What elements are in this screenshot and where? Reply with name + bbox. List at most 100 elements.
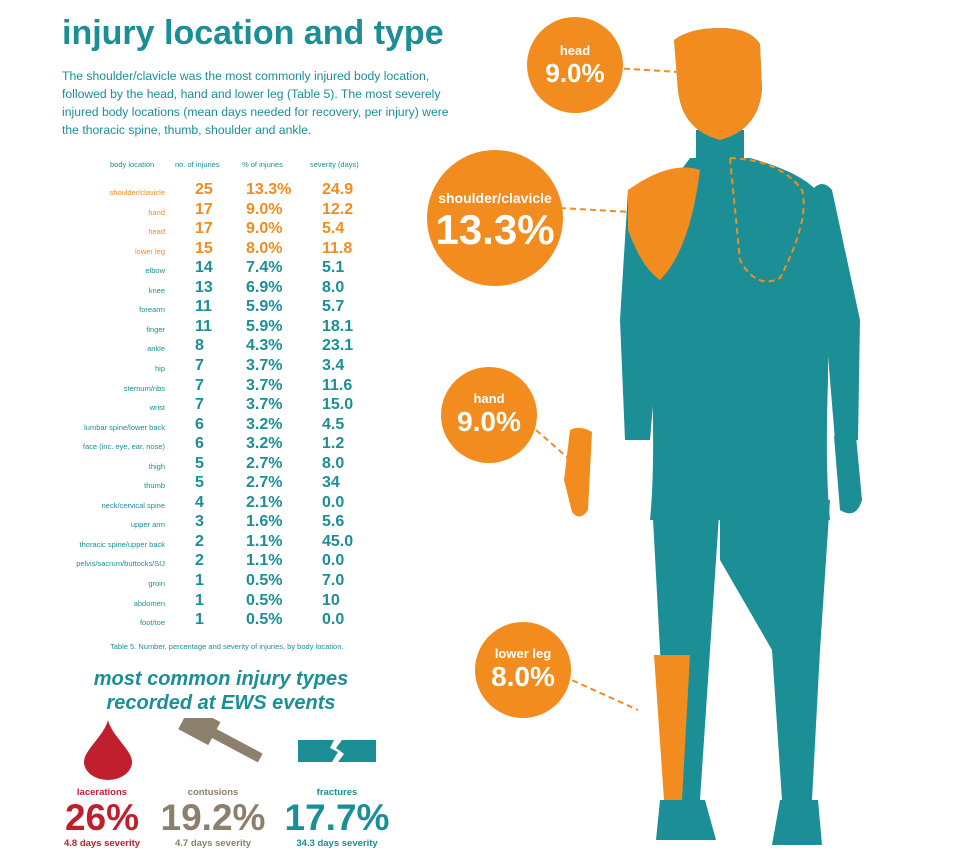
bubble-shoulder-label: shoulder/clavicle (438, 190, 552, 206)
table-cell-location: hip (154, 363, 165, 373)
table-cell-location: sternum/ribs (123, 383, 165, 393)
table-row: neck/cervical spine 4 2.1% 0.0 (0, 494, 480, 514)
table-cell-severity: 0.0 (322, 493, 345, 511)
bubble-lower-leg-label: lower leg (494, 646, 552, 661)
table-cell-count: 1 (195, 611, 204, 629)
table-cell-count: 25 (195, 181, 213, 198)
table-row: pelvis/sacrum/buttocks/SIJ 2 1.1% 0.0 (0, 552, 480, 572)
body-silhouette (535, 28, 862, 845)
table-cell-severity: 8.0 (322, 278, 345, 296)
table-cell-percent: 3.7% (246, 376, 283, 394)
table-cell-percent: 0.5% (246, 611, 283, 629)
table-cell-severity: 7.0 (322, 572, 345, 589)
table-cell-location: ankle (147, 344, 165, 354)
table-cell-percent: 9.0% (246, 200, 283, 218)
table-row: shoulder/clavicle 25 13.3% 24.9 (0, 181, 480, 201)
table-cell-severity: 0.0 (322, 552, 345, 570)
table-cell-location: head (148, 227, 165, 237)
table-cell-location: abdomen (133, 598, 165, 608)
table-row: upper arm 3 1.6% 5.6 (0, 513, 480, 533)
bubble-shoulder: shoulder/clavicle 13.3% (427, 150, 563, 286)
table-cell-count: 17 (195, 200, 213, 218)
table-row: thigh 5 2.7% 8.0 (0, 455, 480, 475)
table-cell-count: 2 (195, 532, 204, 550)
table-cell-severity: 34 (322, 474, 340, 492)
table-cell-severity: 15.0 (322, 396, 354, 414)
table-cell-severity: 12.2 (322, 200, 354, 218)
table-row: ankle 8 4.3% 23.1 (0, 337, 480, 357)
table-cell-percent: 2.7% (246, 474, 283, 492)
table-cell-location: face (inc. eye, ear, nose) (82, 442, 165, 452)
table-cell-severity: 23.1 (322, 337, 354, 355)
table-cell-severity: 3.4 (322, 356, 345, 374)
table-cell-severity: 8.0 (322, 454, 345, 472)
header-pct-injuries: % of injuries (242, 160, 283, 169)
table-row: wrist 7 3.7% 15.0 (0, 396, 480, 416)
type-fractures-label: fractures (316, 787, 358, 798)
table-row: sternum/ribs 7 3.7% 11.6 (0, 377, 480, 397)
table-row: forearm 11 5.9% 5.7 (0, 298, 480, 318)
table-row: knee 13 6.9% 8.0 (0, 279, 480, 299)
type-fractures-pct: 17.7% (284, 797, 390, 838)
table-row: head 17 9.0% 5.4 (0, 220, 480, 240)
table-cell-percent: 3.2% (246, 435, 283, 453)
type-contusions-pct: 19.2% (160, 797, 266, 838)
table-cell-count: 3 (195, 513, 204, 531)
table-cell-location: finger (146, 324, 165, 334)
type-lacerations-pct: 26% (64, 797, 140, 838)
table-cell-severity: 5.6 (322, 513, 345, 531)
table-row: face (inc. eye, ear, nose) 6 3.2% 1.2 (0, 435, 480, 455)
header-no-injuries: no. of injuries (175, 160, 220, 169)
bubble-head-label: head (559, 43, 591, 58)
table-cell-percent: 9.0% (246, 220, 283, 238)
table-row: thoracic spine/upper back 2 1.1% 45.0 (0, 533, 480, 553)
type-lacerations: lacerations 26% 4.8 days severity (37, 787, 167, 849)
table-cell-location: hand (148, 207, 165, 217)
table-cell-location: upper arm (130, 520, 165, 530)
injury-types-heading: most common injury types recorded at EWS… (62, 667, 380, 715)
table-cell-location: pelvis/sacrum/buttocks/SIJ (76, 559, 165, 569)
type-contusions-label: contusions (187, 787, 239, 798)
table-cell-severity: 5.1 (322, 259, 345, 277)
table-row: groin 1 0.5% 7.0 (0, 572, 480, 592)
table-cell-count: 4 (195, 493, 204, 511)
type-contusions-severity: 4.7 days severity (174, 838, 252, 849)
type-contusions: contusions 19.2% 4.7 days severity (148, 787, 278, 849)
table-cell-percent: 7.4% (246, 259, 283, 277)
table-cell-count: 11 (195, 298, 212, 316)
type-fractures-severity: 34.3 days severity (296, 838, 378, 849)
blood-drop-icon (84, 720, 132, 780)
bubble-head: head 9.0% (527, 17, 623, 113)
table-cell-percent: 3.7% (246, 356, 283, 374)
table-cell-count: 17 (195, 220, 213, 238)
injury-types-heading-line2: recorded at EWS events (106, 692, 336, 714)
table-cell-location: foot/toe (139, 618, 165, 628)
table-cell-severity: 24.9 (322, 181, 354, 198)
table-cell-severity: 0.0 (322, 611, 345, 629)
table-cell-percent: 1.1% (246, 532, 283, 550)
type-lacerations-label: lacerations (76, 787, 128, 798)
table-cell-location: lumbar spine/lower back (84, 422, 165, 432)
bubble-head-pct: 9.0% (545, 58, 605, 88)
table-cell-count: 7 (195, 376, 204, 394)
table-cell-severity: 18.1 (322, 317, 354, 335)
table-cell-percent: 8.0% (246, 239, 283, 257)
table-cell-severity: 1.2 (322, 435, 345, 453)
table-cell-percent: 13.3% (246, 181, 292, 198)
intro-paragraph: The shoulder/clavicle was the most commo… (62, 69, 449, 137)
table-cell-count: 14 (195, 259, 213, 277)
table-row: hand 17 9.0% 12.2 (0, 201, 480, 221)
table-cell-location: elbow (145, 266, 165, 276)
bubble-hand: hand 9.0% (441, 367, 537, 463)
table-cell-count: 7 (195, 356, 204, 374)
table-cell-percent: 5.9% (246, 317, 283, 335)
table-cell-severity: 5.4 (322, 220, 345, 238)
header-severity: severity (days) (310, 160, 359, 169)
table-cell-percent: 0.5% (246, 591, 283, 609)
table-row: thumb 5 2.7% 34 (0, 474, 480, 494)
table-cell-count: 1 (195, 572, 204, 589)
table-cell-severity: 11.8 (322, 239, 353, 257)
table-cell-count: 7 (195, 396, 204, 414)
bubble-hand-label: hand (473, 391, 505, 406)
bubble-shoulder-pct: 13.3% (435, 206, 555, 253)
